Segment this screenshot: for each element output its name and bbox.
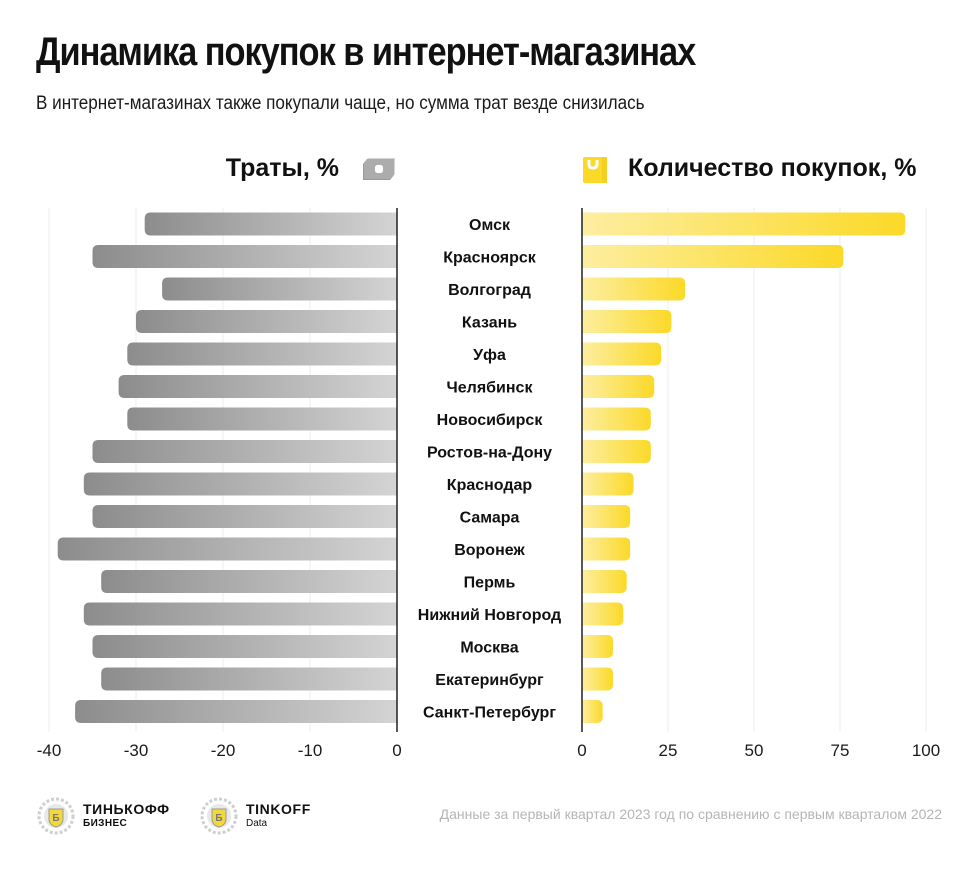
logo-sub: Data xyxy=(246,818,268,829)
spend-bar xyxy=(92,505,397,528)
spend-bar xyxy=(162,277,397,301)
count-bar xyxy=(582,342,662,366)
count-bar xyxy=(582,407,651,431)
spend-bar xyxy=(127,407,398,431)
count-tick-label: 100 xyxy=(912,741,940,760)
city-label: Москва xyxy=(460,640,518,657)
count-bar xyxy=(582,277,686,301)
count-bar xyxy=(582,375,655,398)
count-bar xyxy=(582,570,627,593)
axes xyxy=(396,208,583,732)
spend-bar xyxy=(92,440,397,463)
city-label: Омск xyxy=(469,217,511,234)
logo-name: ТИНЬКОФФ xyxy=(83,801,170,817)
spend-tick-label: -20 xyxy=(211,741,236,760)
spend-tick-label: -30 xyxy=(124,741,149,760)
spend-bar xyxy=(101,570,397,593)
logo-name: TINKOFF xyxy=(246,801,311,817)
spend-bar xyxy=(92,635,397,658)
city-label: Казань xyxy=(462,315,517,332)
shopping-bag-icon xyxy=(583,157,607,183)
count-bar xyxy=(582,537,631,561)
spend-bar xyxy=(92,245,397,268)
svg-text:Б: Б xyxy=(215,813,222,824)
city-label: Екатеринбург xyxy=(435,672,544,689)
city-label: Самара xyxy=(460,510,520,527)
count-bar xyxy=(582,472,634,496)
spend-bar xyxy=(127,342,398,366)
city-label: Пермь xyxy=(464,575,516,592)
tinkoff-emblem-icon: Б xyxy=(37,797,75,835)
city-label: Санкт-Петербург xyxy=(423,705,556,722)
count-bar xyxy=(582,635,613,658)
data-source-note: Данные за первый квартал 2023 год по сра… xyxy=(439,806,942,822)
count-tick-label: 75 xyxy=(831,741,850,760)
count-bars xyxy=(582,212,906,723)
city-label: Уфа xyxy=(473,347,506,364)
spend-bar xyxy=(83,472,398,496)
count-tick-label: 0 xyxy=(577,741,586,760)
spend-tick-label: -40 xyxy=(37,741,62,760)
count-bar xyxy=(582,310,672,333)
spend-bars xyxy=(57,212,398,723)
city-label: Ростов-на-Дону xyxy=(427,445,552,462)
tinkoff-data-logo: Б TINKOFF Data xyxy=(200,797,311,835)
count-series-label: Количество покупок, % xyxy=(628,154,917,182)
spend-tick-label: -10 xyxy=(298,741,323,760)
page-title: Динамика покупок в интернет-магазинах xyxy=(36,30,696,74)
city-label: Волгоград xyxy=(448,282,531,299)
count-bar xyxy=(582,505,631,528)
city-label: Новосибирск xyxy=(437,412,544,429)
spend-bar xyxy=(136,310,397,333)
spend-series-label: Траты, % xyxy=(225,154,339,182)
spend-bar xyxy=(83,602,398,626)
count-bar xyxy=(582,212,906,236)
city-label: Красноярск xyxy=(443,250,537,267)
logo-sub: БИЗНЕС xyxy=(83,818,128,829)
count-bar xyxy=(582,700,603,723)
city-label: Челябинск xyxy=(447,380,534,397)
count-bar xyxy=(582,245,844,268)
count-bar xyxy=(582,667,613,691)
page-subtitle: В интернет-магазинах также покупали чаще… xyxy=(36,93,645,114)
spend-bar xyxy=(57,537,397,561)
wallet-icon xyxy=(363,158,395,180)
spend-bar xyxy=(101,667,397,691)
city-labels: Омск Красноярск Волгоград Казань Уфа Челябинс… xyxy=(418,217,561,722)
city-label: Воронеж xyxy=(454,542,525,559)
spend-bar xyxy=(118,375,397,398)
city-label: Нижний Новгород xyxy=(418,607,561,624)
count-tick-label: 50 xyxy=(745,741,764,760)
spend-bar xyxy=(75,700,397,723)
tinkoff-business-logo: Б ТИНЬКОФФ БИЗНЕС xyxy=(37,797,170,835)
count-tick-label: 25 xyxy=(659,741,678,760)
spend-tick-label: 0 xyxy=(392,741,401,760)
count-bar xyxy=(582,602,624,626)
spend-bar xyxy=(144,212,397,236)
tinkoff-emblem-icon: Б xyxy=(200,797,238,835)
count-bar xyxy=(582,440,651,463)
city-label: Краснодар xyxy=(447,477,533,494)
tick-labels: -40 -30 -20 -10 0 0 25 50 75 100 xyxy=(37,741,940,760)
svg-text:Б: Б xyxy=(52,813,59,824)
